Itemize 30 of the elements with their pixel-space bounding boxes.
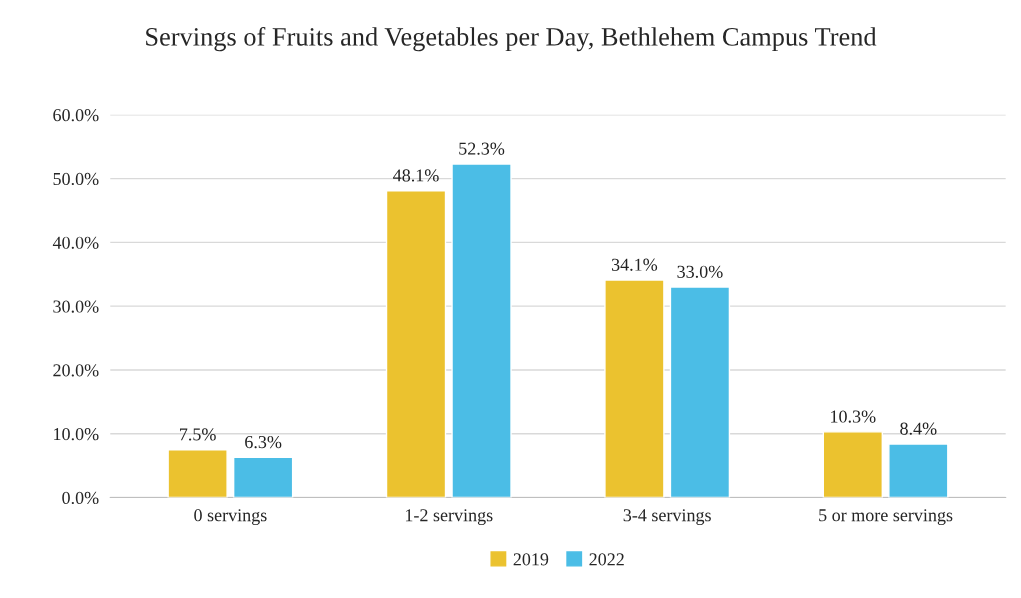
y-tick-label: 40.0% [52, 236, 99, 249]
bar [604, 279, 665, 498]
bar [451, 163, 512, 498]
y-tick-label: 60.0% [53, 109, 99, 122]
bar [822, 431, 883, 498]
bar [385, 190, 447, 498]
x-tick-label: 5 or more servings [819, 509, 953, 526]
legend-label: 2019 [513, 553, 549, 566]
y-tick-label: 20.0% [53, 364, 99, 377]
y-tick-label: 30.0% [53, 300, 99, 313]
y-tick-label: 0.0% [62, 491, 99, 505]
bar [888, 443, 949, 498]
data-label: 52.3% [459, 142, 505, 155]
y-tick-label: 50.0% [53, 172, 99, 186]
data-label: 7.5% [180, 428, 216, 441]
bar [669, 286, 731, 498]
data-label: 48.1% [393, 169, 439, 182]
bar [232, 456, 294, 498]
chart-title: Servings of Fruits and Vegetables per Day, Bethlehem Campus Trend [146, 26, 877, 52]
x-tick-label: 0 servings [194, 509, 267, 526]
bar [167, 449, 228, 498]
data-label: 6.3% [245, 435, 282, 449]
legend-label: 2022 [589, 553, 624, 566]
data-label: 8.4% [900, 422, 937, 435]
data-label: 10.3% [831, 410, 876, 423]
x-tick-label: 3-4 servings [623, 509, 711, 526]
y-tick-label: 10.0% [54, 428, 99, 441]
data-label: 34.1% [611, 258, 658, 271]
x-tick-label: 1-2 servings [405, 509, 493, 526]
data-label: 33.0% [677, 265, 723, 278]
